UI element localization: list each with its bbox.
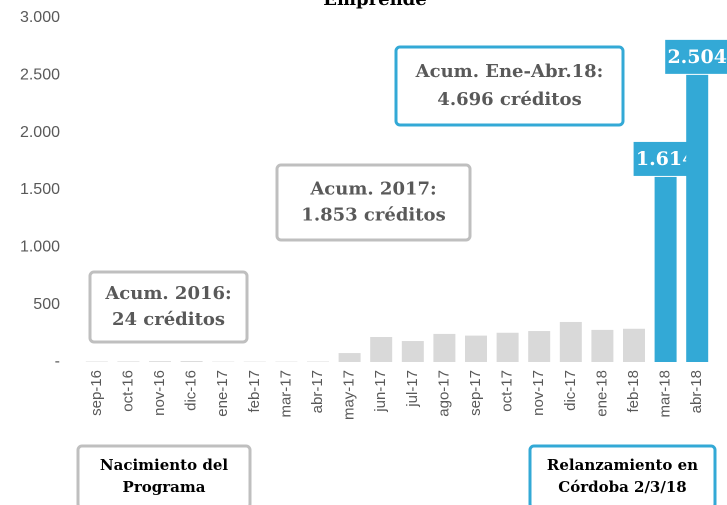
x-tick-label: abr-17 [309,370,326,413]
bar [496,332,519,362]
annotation-text: Córdoba 2/3/18 [558,478,686,496]
chart-title: Emprende [323,0,426,10]
bar [623,328,645,362]
bar [149,361,171,362]
x-tick-label: ago-17 [435,370,452,417]
annotation-text: Nacimiento del [100,456,228,474]
x-tick-label: oct-16 [119,370,136,412]
bar [180,361,203,362]
x-tick-label: sep-16 [88,370,105,416]
annotation-text: Relanzamiento en [547,456,698,474]
bar [528,331,551,362]
bar [117,361,140,362]
y-tick-label: 3.000 [20,9,60,26]
x-tick-label: feb-18 [625,370,642,413]
y-tick-label: 2.000 [20,124,60,141]
bar [591,329,614,362]
y-tick-label: 2.500 [20,67,60,84]
bar [401,341,424,362]
bar [433,333,456,362]
y-tick-label: 500 [33,296,60,313]
x-tick-label: may-17 [341,370,358,420]
x-tick-label: ene-18 [593,370,610,417]
y-tick-label: - [55,353,60,370]
annotation-text: Programa [123,478,206,496]
bar [465,335,487,362]
annotation-text: 24 créditos [112,309,225,330]
x-tick-label: abr-18 [688,370,705,413]
x-tick-label: mar-18 [657,370,674,418]
x-tick-label: feb-17 [246,370,263,413]
x-tick-label: jul-17 [404,370,421,408]
annotation-text: 4.696 créditos [437,89,581,110]
x-tick-label: sep-17 [467,370,484,416]
value-label: 2.504 [667,46,727,68]
x-tick-label: jun-17 [372,370,389,413]
annotation-box [76,444,252,505]
x-tick-label: oct-17 [499,370,516,412]
annotation-box [528,444,717,505]
bar [370,337,393,362]
bar [338,353,361,362]
x-tick-label: dic-16 [183,370,200,411]
y-tick-label: 1.000 [20,239,60,256]
bar [559,321,582,362]
x-tick-label: ene-17 [214,370,231,417]
x-tick-label: mar-17 [277,370,294,418]
annotation-text: 1.853 créditos [301,205,445,226]
value-label: 1.614 [636,148,696,170]
x-tick-label: nov-16 [151,370,168,416]
x-tick-label: nov-17 [530,370,547,416]
value-label-box [665,39,727,74]
annotation-text: Acum. 2016: [104,283,231,304]
annotation-box [88,270,249,344]
annotation-text: Acum. Ene-Abr.18: [415,61,604,82]
x-tick-label: dic-17 [562,370,579,411]
y-tick-label: 1.500 [20,181,60,198]
bar [654,176,677,362]
annotation-text: Acum. 2017: [309,179,436,200]
bar [686,74,709,362]
annotation-box [394,45,625,127]
annotation-box [275,163,472,242]
